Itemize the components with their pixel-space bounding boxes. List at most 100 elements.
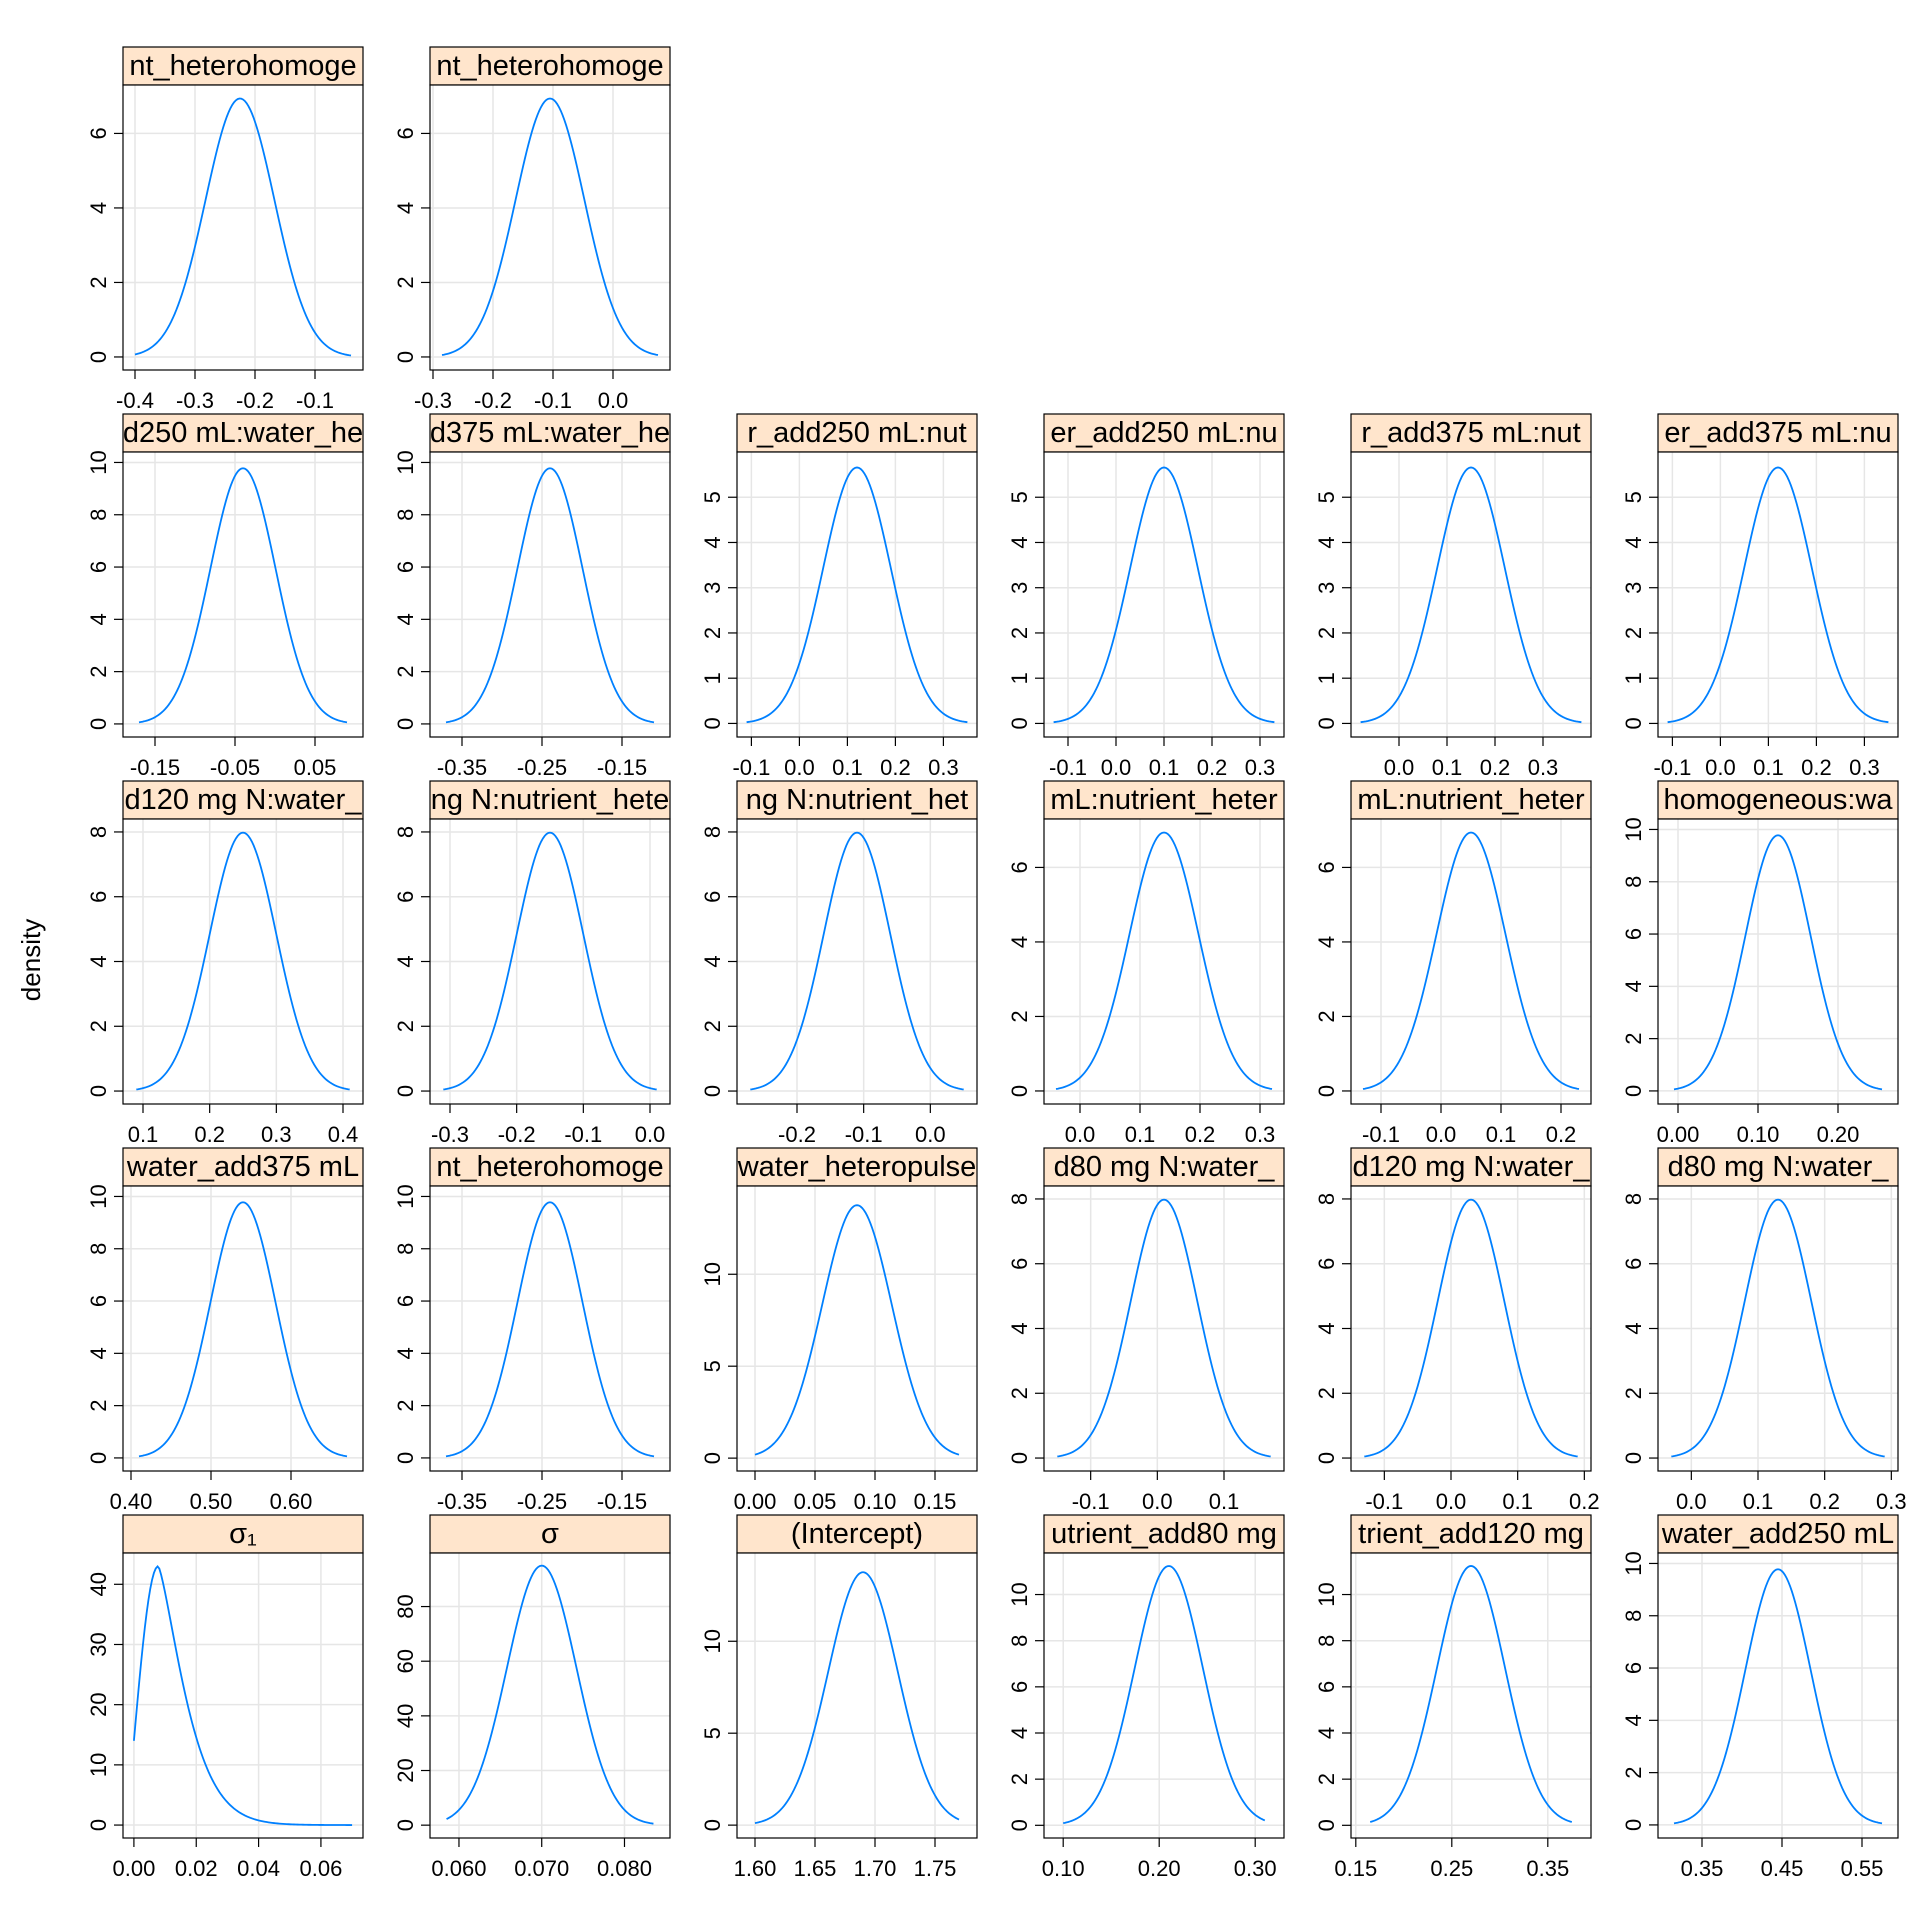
density-curve [750, 831, 964, 1091]
y-tick-label: 0 [86, 1452, 111, 1464]
strip-label: homogeneous:wa [1664, 784, 1894, 816]
x-tick-label: 0.0 [1426, 1122, 1457, 1147]
y-tick-label: 4 [1621, 1322, 1646, 1334]
strip-label: d80 mg N:water_ [1054, 1151, 1276, 1183]
x-tick-label: 0.2 [1569, 1489, 1600, 1514]
y-tick-label: 6 [393, 561, 418, 573]
panel: water_heteropulse 0.00 0.05 0.10 0.15 0 5 10 [700, 1147, 978, 1514]
x-tick-label: -0.25 [517, 755, 567, 780]
panel: nt_heterohomoge -0.3 -0.2 -0.1 0.0 0 2 4 6 [393, 46, 671, 413]
y-tick-label: 8 [86, 1243, 111, 1255]
y-tick-label: 6 [86, 891, 111, 903]
x-tick-label: 0.1 [1486, 1122, 1517, 1147]
x-tick-label: -0.3 [431, 1122, 469, 1147]
plot-frame [1043, 1552, 1285, 1839]
plot-area [1044, 819, 1284, 1104]
y-tick-label: 0 [1007, 717, 1032, 729]
plot-area [1044, 1553, 1284, 1838]
strip-background [122, 780, 364, 820]
panel: ng N:nutrient_het -0.2 -0.1 0.0 0 2 4 6 8 [700, 780, 978, 1147]
density-curve [1673, 1568, 1883, 1825]
y-tick-label: 8 [1621, 1193, 1646, 1205]
x-tick-label: -0.25 [517, 1489, 567, 1514]
panel: d80 mg N:water_ -0.1 0.0 0.1 0 2 4 6 8 [1007, 1147, 1285, 1514]
y-tick-label: 2 [86, 276, 111, 288]
y-tick-label: 4 [1007, 1322, 1032, 1334]
x-tick-label: -0.35 [437, 755, 487, 780]
y-tick-label: 2 [86, 666, 111, 678]
strip-label: d375 mL:water_he [430, 417, 670, 449]
panel: σ₁ 0.00 0.02 0.04 0.06 0 10 20 30 40 [86, 1514, 364, 1881]
x-tick-label: 0.00 [734, 1489, 777, 1514]
y-tick-label: 5 [1314, 491, 1339, 503]
density-curve [1360, 466, 1582, 724]
density-curve [138, 467, 348, 724]
strip-label: d250 mL:water_he [123, 417, 363, 449]
plot-frame [736, 1552, 978, 1839]
y-tick-label: 8 [393, 826, 418, 838]
plot-frame [1350, 818, 1592, 1105]
strip-background [736, 1147, 978, 1187]
plot-frame [429, 451, 671, 738]
y-tick-label: 3 [1621, 582, 1646, 594]
y-tick-label: 8 [1314, 1635, 1339, 1647]
y-tick-label: 2 [1314, 1773, 1339, 1785]
x-tick-label: 0.0 [635, 1122, 666, 1147]
strip-label: d120 mg N:water_ [1353, 1151, 1591, 1183]
x-tick-label: -0.1 [732, 755, 770, 780]
x-tick-label: 0.3 [1876, 1489, 1907, 1514]
x-tick-label: -0.05 [210, 755, 260, 780]
y-tick-label: 10 [393, 450, 418, 474]
y-tick-label: 3 [700, 582, 725, 594]
x-tick-label: 0.10 [1737, 1122, 1780, 1147]
strip-label: σ [541, 1518, 559, 1550]
y-tick-label: 4 [700, 536, 725, 548]
y-tick-label: 4 [1621, 536, 1646, 548]
x-tick-label: 0.1 [1209, 1489, 1240, 1514]
x-tick-label: -0.1 [1653, 755, 1691, 780]
x-tick-label: 0.05 [294, 755, 337, 780]
y-tick-label: 10 [86, 450, 111, 474]
y-tick-label: 0 [393, 351, 418, 363]
strip-label: σ₁ [229, 1518, 257, 1550]
y-tick-label: 4 [86, 202, 111, 214]
y-tick-label: 2 [1621, 1033, 1646, 1045]
strip-background [429, 413, 671, 453]
x-tick-label: 0.2 [194, 1122, 225, 1147]
x-tick-label: 0.0 [1384, 755, 1415, 780]
x-tick-label: 0.3 [1245, 1122, 1276, 1147]
y-tick-label: 4 [393, 613, 418, 625]
density-curve [1671, 1198, 1885, 1458]
x-tick-label: 0.1 [1432, 755, 1463, 780]
y-tick-label: 0 [1621, 1819, 1646, 1831]
strip-label: mL:nutrient_heter [1357, 784, 1585, 816]
x-tick-label: 0.35 [1526, 1856, 1569, 1881]
x-tick-label: 0.1 [1753, 755, 1784, 780]
plot-frame [736, 1185, 978, 1472]
y-tick-label: 40 [393, 1704, 418, 1728]
panel: homogeneous:wa 0.00 0.10 0.20 0 2 4 6 8 10 [1621, 780, 1899, 1147]
y-tick-label: 4 [700, 955, 725, 967]
y-tick-label: 6 [393, 1295, 418, 1307]
density-curve [1362, 831, 1580, 1090]
y-tick-label: 8 [700, 826, 725, 838]
strip-background [122, 1514, 364, 1554]
x-tick-label: 0.2 [1185, 1122, 1216, 1147]
x-tick-label: 0.06 [300, 1856, 343, 1881]
strip-label: water_add375 mL [126, 1151, 359, 1183]
x-tick-label: -0.3 [414, 388, 452, 413]
x-tick-label: 0.15 [1334, 1856, 1377, 1881]
panel: r_add375 mL:nut 0.0 0.1 0.2 0.3 0 1 2 3 4 5 [1314, 413, 1592, 780]
y-tick-label: 2 [393, 666, 418, 678]
panel: ng N:nutrient_hete -0.3 -0.2 -0.1 0.0 0 2 4 6 8 [393, 780, 671, 1147]
x-tick-label: 0.45 [1761, 1856, 1804, 1881]
x-tick-label: 0.1 [1149, 755, 1180, 780]
y-tick-label: 4 [1314, 1322, 1339, 1334]
x-tick-label: 0.2 [1809, 1489, 1840, 1514]
y-tick-label: 4 [86, 955, 111, 967]
strip-background [429, 1147, 671, 1187]
y-tick-label: 2 [1007, 1387, 1032, 1399]
y-tick-label: 2 [1007, 1773, 1032, 1785]
x-tick-label: -0.1 [845, 1122, 883, 1147]
x-tick-label: 0.0 [598, 388, 629, 413]
